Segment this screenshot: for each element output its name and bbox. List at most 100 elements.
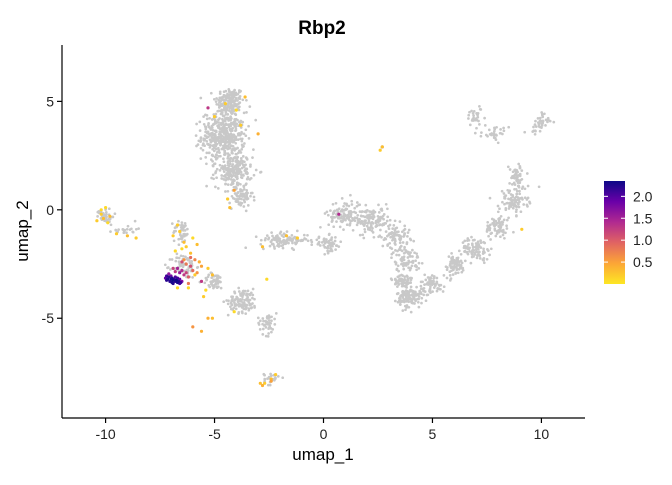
background-point [261, 322, 264, 326]
background-point [405, 306, 408, 309]
background-point [475, 256, 479, 260]
background-point [384, 202, 388, 206]
background-point [431, 279, 435, 283]
background-point [364, 203, 368, 207]
background-point [199, 146, 203, 150]
background-point [227, 299, 230, 303]
background-point [163, 263, 167, 267]
background-point [347, 204, 351, 208]
background-point [471, 238, 475, 242]
background-point [242, 301, 246, 305]
background-point [360, 210, 364, 213]
background-point [505, 224, 508, 228]
background-point [218, 280, 221, 283]
background-point [271, 328, 275, 331]
background-point [264, 237, 267, 240]
expressed-point [173, 249, 177, 253]
background-point [405, 297, 409, 300]
background-point [290, 239, 294, 243]
background-point [483, 124, 487, 127]
background-point [517, 162, 521, 166]
background-point [199, 137, 203, 140]
background-point [507, 125, 511, 129]
background-point [234, 96, 238, 100]
background-point [107, 207, 111, 211]
background-point [245, 293, 248, 297]
background-point [239, 126, 243, 129]
background-point [218, 276, 222, 279]
background-point [239, 157, 243, 160]
background-point [376, 214, 380, 218]
background-point [526, 184, 530, 188]
background-point [356, 213, 360, 217]
background-point [237, 132, 240, 136]
expressed-point [167, 272, 171, 276]
background-point [415, 285, 418, 289]
background-point [485, 257, 489, 261]
background-point [235, 177, 239, 181]
background-point [199, 96, 203, 100]
background-point [211, 154, 215, 158]
background-point [525, 198, 529, 201]
background-point [406, 279, 410, 282]
background-point [262, 372, 266, 376]
background-point [213, 134, 217, 137]
background-point [468, 123, 472, 127]
background-point [396, 249, 399, 253]
background-point [104, 210, 108, 214]
background-point [202, 115, 205, 118]
background-point [393, 229, 397, 232]
background-point [404, 308, 407, 312]
expressed-point [186, 275, 190, 279]
background-point [543, 112, 546, 116]
background-point [350, 203, 354, 206]
background-point [233, 301, 236, 305]
background-point [499, 214, 503, 218]
background-point [224, 178, 228, 182]
background-point [538, 129, 542, 133]
background-point [511, 176, 515, 180]
background-point [479, 134, 483, 138]
background-point [222, 160, 226, 164]
background-point [205, 184, 208, 188]
background-point [168, 258, 172, 261]
background-point [482, 240, 485, 244]
background-point [431, 290, 434, 293]
background-point [478, 107, 482, 111]
background-point [445, 276, 449, 280]
background-point [348, 210, 351, 214]
background-point [261, 317, 265, 320]
background-point [223, 119, 227, 123]
background-point [294, 242, 298, 246]
background-point [172, 239, 176, 243]
background-point [317, 236, 321, 240]
background-point [270, 242, 274, 246]
expressed-point [99, 208, 103, 212]
background-point [468, 110, 471, 114]
background-point [450, 252, 453, 255]
background-point [340, 208, 344, 211]
background-point [342, 228, 345, 231]
background-point [281, 376, 285, 380]
background-point [505, 227, 509, 230]
background-point [330, 241, 334, 245]
background-point [415, 265, 418, 268]
background-point [214, 185, 217, 189]
background-point [513, 203, 517, 207]
background-point [218, 101, 221, 104]
background-point [424, 278, 428, 282]
background-point [227, 145, 230, 149]
background-point [198, 120, 202, 124]
background-point [244, 246, 248, 250]
background-point [184, 224, 187, 227]
background-point [472, 255, 475, 258]
background-point [505, 218, 509, 222]
background-point [219, 286, 223, 290]
background-point [278, 232, 282, 235]
background-point [330, 236, 334, 239]
background-point [234, 104, 238, 108]
background-point [478, 254, 482, 257]
background-point [231, 297, 234, 301]
background-point [215, 142, 219, 146]
background-point [492, 130, 496, 133]
